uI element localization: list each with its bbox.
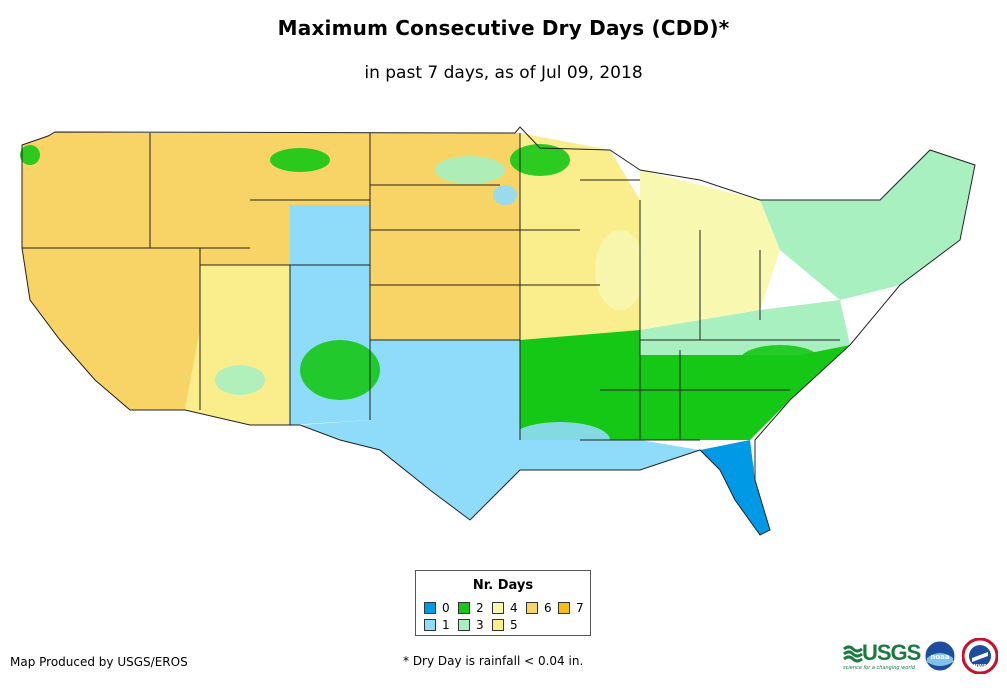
national-outline	[21, 126, 976, 536]
patch-green-arizona	[215, 365, 265, 395]
usgs-logo[interactable]: USGS science for a changing world	[843, 640, 921, 672]
patch-green-minnesota	[510, 144, 570, 176]
legend-swatch-2	[458, 602, 470, 614]
patch-green-washington	[20, 145, 40, 165]
patch-blue-texas	[410, 425, 490, 475]
region-gulf-coast	[300, 340, 700, 520]
nws-logo-text: NWS	[973, 664, 987, 670]
legend-item-4: 4	[492, 601, 518, 615]
legend-swatch-3	[458, 619, 470, 631]
region-northeast	[760, 150, 975, 300]
legend-label-2: 2	[476, 601, 484, 615]
legend-label-0: 0	[442, 601, 450, 615]
patch-green-carolina	[740, 345, 820, 375]
legend-label-4: 4	[510, 601, 518, 615]
region-great-lakes	[640, 170, 780, 330]
region-california-great-basin	[22, 248, 200, 410]
noaa-logo-text: noaa	[930, 653, 950, 661]
region-southwest	[185, 265, 290, 425]
legend-item-3: 3	[458, 618, 484, 632]
patch-blue-minnesota	[493, 185, 517, 205]
usgs-tagline: science for a changing world	[843, 665, 915, 671]
legend-label-7: 7	[576, 601, 584, 615]
legend-swatch-6	[526, 602, 538, 614]
patch-green-arkansas	[530, 360, 630, 420]
legend-swatch-5	[492, 619, 504, 631]
patch-green-nm	[300, 340, 380, 400]
patch-light-blue-rockies	[308, 210, 352, 290]
region-mid-atlantic	[640, 300, 850, 355]
patch-green-montana	[270, 148, 330, 172]
legend-item-6: 6	[526, 601, 552, 615]
usgs-logo-text: USGS	[862, 640, 921, 665]
map-subtitle: in past 7 days, as of Jul 09, 2018	[364, 63, 643, 83]
legend-swatch-7	[558, 602, 570, 614]
legend-item-0: 0	[424, 601, 450, 615]
map-credit: Map Produced by USGS/EROS	[10, 655, 188, 669]
patch-blue-louisiana	[510, 422, 610, 458]
nws-logo[interactable]: NWS	[962, 638, 998, 674]
legend-label-1: 1	[442, 618, 450, 632]
legend-label-6: 6	[544, 601, 552, 615]
patch-light-yellow-illinois	[595, 230, 645, 310]
patch-blue-florida	[726, 452, 754, 488]
map-title: Maximum Consecutive Dry Days (CDD)*	[277, 16, 730, 40]
legend-swatch-4	[492, 602, 504, 614]
border-line	[22, 133, 840, 441]
legend-item-1: 1	[424, 618, 450, 632]
patch-green-georgia	[650, 372, 750, 428]
usgs-wave-icon	[843, 645, 863, 663]
noaa-logo[interactable]: noaa	[924, 640, 956, 672]
legend-item-5: 5	[492, 618, 518, 632]
legend-swatch-0	[424, 602, 436, 614]
region-pacific-northwest	[22, 132, 150, 248]
legend-swatch-1	[424, 619, 436, 631]
legend-box: Nr. Days 0 1 2 3 4 5 6 7	[415, 570, 591, 636]
legend-label-3: 3	[476, 618, 484, 632]
patch-green-dakota	[435, 156, 505, 184]
legend-item-7: 7	[558, 601, 584, 615]
dry-day-footnote: * Dry Day is rainfall < 0.04 in.	[403, 654, 584, 668]
legend-title: Nr. Days	[472, 578, 534, 593]
legend-item-2: 2	[458, 601, 484, 615]
legend-label-5: 5	[510, 618, 518, 632]
